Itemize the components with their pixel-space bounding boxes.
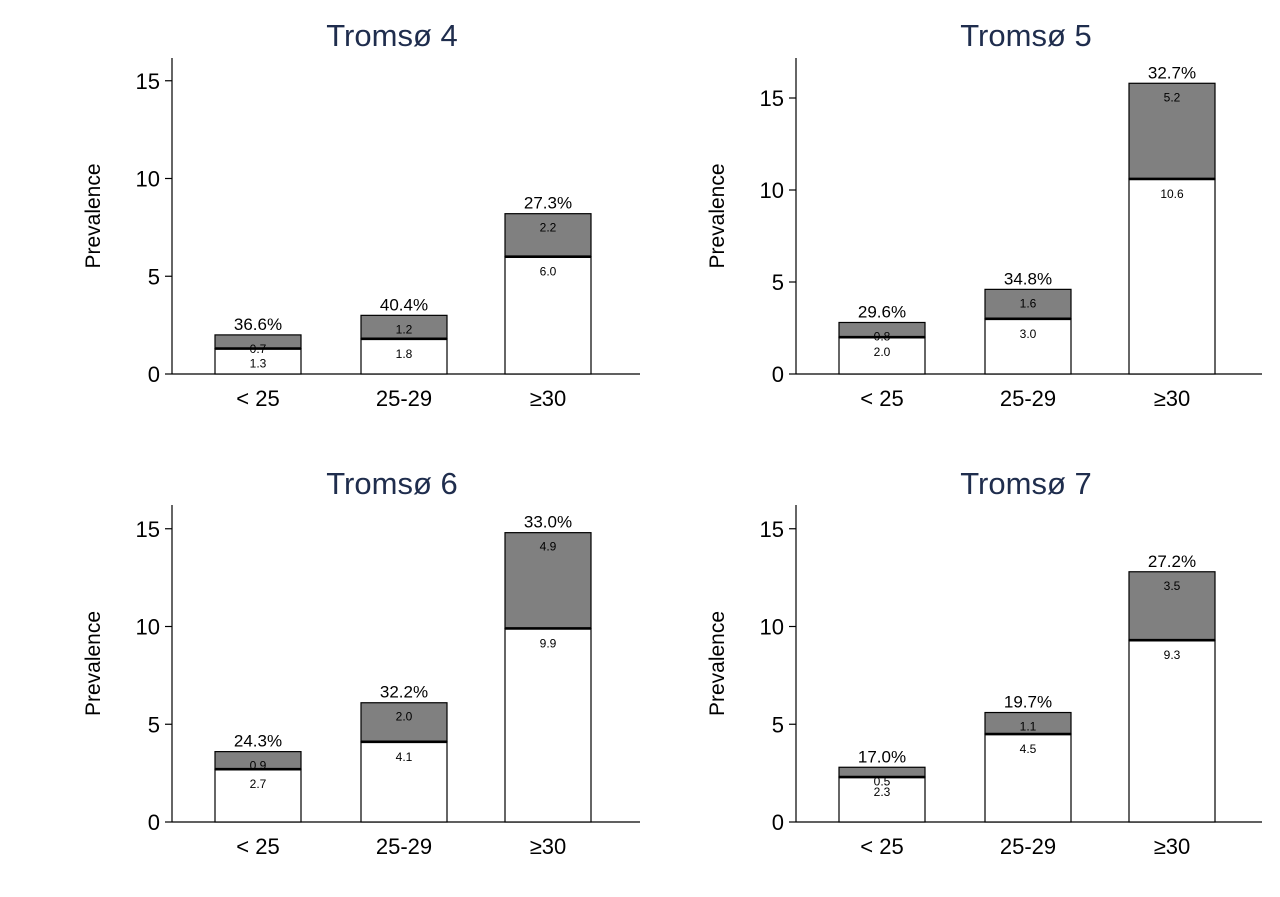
bar-percent-label: 24.3% xyxy=(234,732,282,751)
bar-value-label-lower: 6.0 xyxy=(540,265,557,279)
y-axis-label: Prevalence xyxy=(706,163,729,268)
y-tick-label: 15 xyxy=(760,86,784,111)
x-tick-label: < 25 xyxy=(860,834,903,859)
x-tick-label: 25-29 xyxy=(376,834,432,859)
bar-value-label-upper: 3.5 xyxy=(1164,579,1181,593)
chart-title: Tromsø 6 xyxy=(326,466,457,501)
bar-value-label-lower: 2.0 xyxy=(874,345,891,359)
bar-percent-label: 27.3% xyxy=(524,194,572,213)
bar-value-label-lower: 9.3 xyxy=(1164,648,1181,662)
y-tick-label: 10 xyxy=(760,178,784,203)
bar-segment-lower xyxy=(504,256,592,375)
bar-value-label-upper: 0.7 xyxy=(250,342,267,356)
x-tick-label: ≥30 xyxy=(1154,834,1191,859)
chart-panel-3: Tromsø 6 Prevalence 0 5 10 15 2.7 0.9 24.3% < 25 4… xyxy=(82,466,640,859)
bar-value-label-lower: 2.7 xyxy=(250,777,267,791)
bar-value-label-upper: 1.6 xyxy=(1020,296,1037,310)
y-tick-label: 10 xyxy=(136,167,160,192)
y-tick-label: 15 xyxy=(136,517,160,542)
bar-value-label-lower: 1.8 xyxy=(396,347,413,361)
bar-value-label-upper: 4.9 xyxy=(540,540,557,554)
bar-segment-lower xyxy=(504,627,592,823)
x-tick-label: < 25 xyxy=(860,386,903,411)
bar-value-label-upper: 2.0 xyxy=(396,710,413,724)
bar-segment-upper xyxy=(360,702,448,743)
bar-segment-lower xyxy=(1128,639,1216,823)
bar-segment-lower xyxy=(214,768,302,823)
x-tick-label: 25-29 xyxy=(376,386,432,411)
bar-value-label-lower: 4.5 xyxy=(1020,742,1037,756)
chart-title: Tromsø 7 xyxy=(960,466,1091,501)
x-tick-label: 25-29 xyxy=(1000,834,1056,859)
x-tick-label: ≥30 xyxy=(1154,386,1191,411)
bar-segment-upper xyxy=(984,288,1072,320)
bar-percent-label: 33.0% xyxy=(524,513,572,532)
y-tick-label: 0 xyxy=(148,362,160,387)
bar-percent-label: 32.7% xyxy=(1148,63,1196,82)
bar-value-label-lower: 1.3 xyxy=(250,357,267,371)
bar-value-label-lower: 10.6 xyxy=(1160,187,1184,201)
y-tick-label: 10 xyxy=(136,615,160,640)
y-tick-label: 15 xyxy=(760,517,784,542)
bar-value-label-lower: 9.9 xyxy=(540,636,557,650)
y-tick-label: 5 xyxy=(772,270,784,295)
bar-segment-upper xyxy=(1128,82,1216,180)
bar-value-label-upper: 0.5 xyxy=(874,774,891,788)
bar-percent-label: 17.0% xyxy=(858,747,906,766)
y-axis-label: Prevalence xyxy=(82,163,105,268)
x-tick-label: ≥30 xyxy=(530,386,567,411)
bar-value-label-upper: 1.1 xyxy=(1020,720,1037,734)
bar-value-label-upper: 0.8 xyxy=(874,329,891,343)
y-axis-label: Prevalence xyxy=(706,611,729,716)
y-tick-label: 5 xyxy=(772,712,784,737)
bar-percent-label: 19.7% xyxy=(1004,693,1052,712)
y-tick-label: 15 xyxy=(136,69,160,94)
y-tick-label: 10 xyxy=(760,615,784,640)
bar-segment-lower xyxy=(838,336,926,375)
bar-percent-label: 36.6% xyxy=(234,315,282,334)
y-tick-label: 5 xyxy=(148,712,160,737)
y-tick-label: 0 xyxy=(772,810,784,835)
bar-segment-lower xyxy=(360,741,448,823)
bar-segment-upper xyxy=(504,213,592,258)
bar-percent-label: 34.8% xyxy=(1004,269,1052,288)
x-tick-label: < 25 xyxy=(236,834,279,859)
bar-segment-lower xyxy=(1128,178,1216,375)
chart-panel-2: Tromsø 5 Prevalence 0 5 10 15 2.0 0.8 29.6% < 25 3… xyxy=(706,18,1262,411)
y-tick-label: 5 xyxy=(148,264,160,289)
chart-panel-4: Tromsø 7 Prevalence 0 5 10 15 2.30.5 17.0% < 25 4… xyxy=(706,466,1262,859)
bar-value-label-lower: 3.0 xyxy=(1020,327,1037,341)
bar-segment-upper xyxy=(1128,571,1216,641)
bar-segment-lower xyxy=(838,776,926,823)
bar-segment-upper xyxy=(504,532,592,630)
bar-percent-label: 40.4% xyxy=(380,295,428,314)
bar-value-label-lower: 4.1 xyxy=(396,750,413,764)
bar-value-label-upper: 5.2 xyxy=(1164,90,1181,104)
bar-value-label-upper: 1.2 xyxy=(396,322,413,336)
chart-panel-1: Tromsø 4 Prevalence 0 5 10 15 1.30.7 36.6% < 25 1… xyxy=(82,18,640,411)
bar-value-label-upper: 2.2 xyxy=(540,221,557,235)
bar-percent-label: 29.6% xyxy=(858,302,906,321)
x-tick-label: < 25 xyxy=(236,386,279,411)
x-tick-label: 25-29 xyxy=(1000,386,1056,411)
bar-percent-label: 32.2% xyxy=(380,683,428,702)
chart-title: Tromsø 5 xyxy=(960,18,1091,53)
y-tick-label: 0 xyxy=(772,362,784,387)
y-tick-label: 0 xyxy=(148,810,160,835)
bar-percent-label: 27.2% xyxy=(1148,552,1196,571)
y-axis-label: Prevalence xyxy=(82,611,105,716)
bar-value-label-upper: 0.9 xyxy=(250,759,267,773)
x-tick-label: ≥30 xyxy=(530,834,567,859)
chart-title: Tromsø 4 xyxy=(326,18,457,53)
bar-value-label-lower: 2.3 xyxy=(874,785,891,799)
